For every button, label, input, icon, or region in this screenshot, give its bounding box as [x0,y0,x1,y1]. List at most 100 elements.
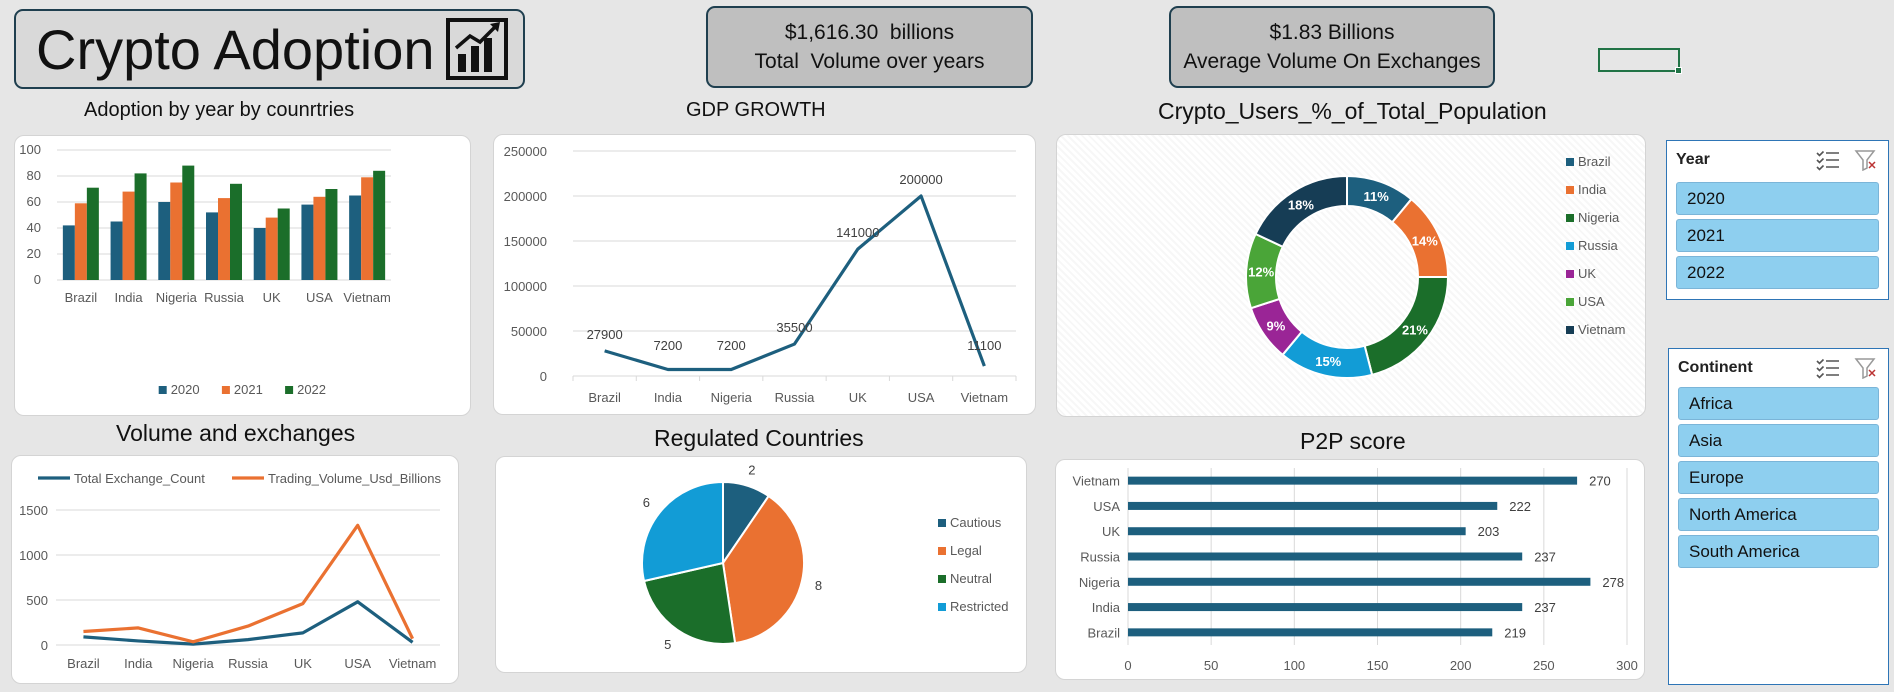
p2p-x-tick-label: 0 [1124,658,1131,673]
dashboard-title: Crypto Adoption [36,17,435,81]
kpi-total-volume-value: $1,616.30 billions [784,21,955,44]
adoption-bar-brazil-2021 [74,203,87,280]
continent-slicer-item-south-america[interactable]: South America [1678,535,1879,568]
kpi-average-volume-value: $1.83 Billions [1269,21,1395,44]
volume-legend-label: Total Exchange_Count [74,471,205,486]
adoption-bar-russia-2021 [218,198,230,280]
volume-series-line-trading-volume-usd-billions [83,523,415,644]
users-legend-label: Brazil [1578,154,1611,169]
gdp-series-line [604,194,986,372]
volume-y-tick-label: 1000 [19,548,48,563]
gdp-y-tick-label: 200000 [504,189,547,204]
adoption-legend-label: 2022 [297,382,326,397]
gdp-data-label: 200000 [899,172,942,187]
adoption-bar-uk-2021 [265,217,278,280]
adoption-bar-uk-2020 [253,228,266,280]
adoption-legend-swatch [285,386,294,394]
adoption-legend-label: 2020 [171,382,200,397]
p2p-y-tick-label: Nigeria [1079,575,1121,590]
volume-y-tick-label: 1500 [19,503,48,518]
adoption-legend-swatch [221,386,230,394]
regulated-chart-card[interactable]: 2 8 5 6 Cautious Legal Neutral Restricted [495,456,1027,673]
users-data-label: 21% [1402,323,1428,338]
users-legend-label: Russia [1578,238,1619,253]
users-legend-swatch [1566,158,1574,166]
dashboard-title-box: Crypto Adoption [14,9,525,89]
year-slicer-item-2022[interactable]: 2022 [1676,256,1879,289]
regulated-data-label: 6 [643,495,650,510]
selected-cell[interactable] [1598,48,1682,74]
p2p-y-tick-label: Vietnam [1073,474,1120,489]
users-legend-label: UK [1578,266,1596,281]
continent-slicer-item-north-america[interactable]: North America [1678,498,1879,531]
regulated-legend-label: Restricted [950,599,1009,614]
volume-series-line-total-exchange-count [83,600,414,646]
kpi-average-volume: $1.83 Billions Average Volume On Exchang… [1169,6,1495,88]
users-legend-swatch [1566,326,1574,334]
p2p-chart-title: P2P score [1300,428,1406,454]
adoption-bar-usa-2020 [301,204,314,280]
gdp-x-tick-label: India [654,390,683,405]
gdp-chart-card[interactable]: 0 50000 100000 150000 200000 250000 Brazil 2790… [493,134,1036,415]
p2p-chart-card[interactable]: 0 50 100 150 200 250 300 Vietnam 270 USA 222 UK 203 R… [1055,459,1645,680]
p2p-bar-india [1128,603,1523,612]
p2p-x-tick-label: 300 [1616,658,1638,673]
volume-chart-title: Volume and exchanges [116,420,356,446]
users-data-label: 18% [1288,197,1314,212]
p2p-y-tick-label: Brazil [1087,625,1120,640]
users-data-label: 12% [1248,265,1274,280]
adoption-y-tick-label: 0 [34,272,41,287]
clear-filter-icon[interactable] [1854,149,1878,171]
p2p-bar-nigeria [1128,577,1591,586]
p2p-bar-usa [1128,501,1498,510]
gdp-data-label: 27900 [587,327,623,342]
adoption-bar-chart: 0 20 40 60 80 100 Brazil India Nigeria Russia UK US… [19,142,391,397]
volume-chart-card[interactable]: 0 500 1000 1500 Brazil India Nigeria Russia UK US… [11,455,459,684]
gdp-data-label: 35500 [776,320,812,335]
adoption-bar-usa-2022 [325,189,338,280]
adoption-x-tick-label: Brazil [65,290,98,305]
continent-slicer-item-europe[interactable]: Europe [1678,461,1879,494]
gdp-data-label: 11100 [967,338,1001,353]
p2p-bar-vietnam [1128,476,1578,485]
year-slicer[interactable]: Year 2020 2021 2022 [1666,140,1889,300]
adoption-y-tick-label: 20 [27,246,41,261]
users-chart-card[interactable]: 11% 14% 21% 15% 9% 12% 18% Brazil India Nigeria Ru… [1056,134,1646,417]
adoption-x-tick-label: Russia [204,290,245,305]
adoption-chart-card[interactable]: 0 20 40 60 80 100 Brazil India Nigeria Russia UK US… [14,135,471,416]
regulated-legend-label: Neutral [950,571,992,586]
users-legend-swatch [1566,186,1574,194]
multi-select-icon[interactable] [1816,149,1840,171]
year-slicer-item-2020[interactable]: 2020 [1676,182,1879,215]
adoption-bar-nigeria-2022 [182,165,195,280]
p2p-y-tick-label: USA [1093,499,1120,514]
adoption-x-tick-label: Nigeria [156,290,198,305]
continent-slicer-title: Continent [1678,359,1753,376]
regulated-slice-legal [721,494,805,645]
continent-slicer[interactable]: Continent Africa Asia Europe North Ameri… [1668,348,1889,685]
gdp-line-chart: 0 50000 100000 150000 200000 250000 Brazil 2790… [504,144,1017,405]
clear-filter-icon[interactable] [1854,357,1878,379]
p2p-x-tick-label: 100 [1283,658,1305,673]
gdp-chart-title: GDP GROWTH [686,99,826,121]
continent-slicer-item-africa[interactable]: Africa [1678,387,1879,420]
continent-slicer-item-asia[interactable]: Asia [1678,424,1879,457]
volume-x-tick-label: UK [294,656,312,671]
regulated-legend-label: Legal [950,543,982,558]
year-slicer-item-2021[interactable]: 2021 [1676,219,1879,252]
multi-select-icon[interactable] [1816,357,1840,379]
regulated-legend-swatch [938,575,946,583]
adoption-y-tick-label: 40 [27,220,41,235]
adoption-x-tick-label: India [114,290,143,305]
p2p-data-label: 270 [1589,474,1611,489]
users-legend-swatch [1566,270,1574,278]
gdp-x-tick-label: Russia [775,390,816,405]
gdp-x-tick-label: USA [908,390,935,405]
volume-x-tick-label: India [124,656,153,671]
gdp-y-tick-label: 0 [540,369,547,384]
kpi-average-volume-label: Average Volume On Exchanges [1183,50,1481,73]
adoption-legend-swatch [158,386,167,394]
regulated-pie-chart: 2 8 5 6 Cautious Legal Neutral Restricted [641,462,1009,652]
gdp-y-tick-label: 150000 [504,234,547,249]
p2p-y-tick-label: Russia [1080,550,1121,565]
